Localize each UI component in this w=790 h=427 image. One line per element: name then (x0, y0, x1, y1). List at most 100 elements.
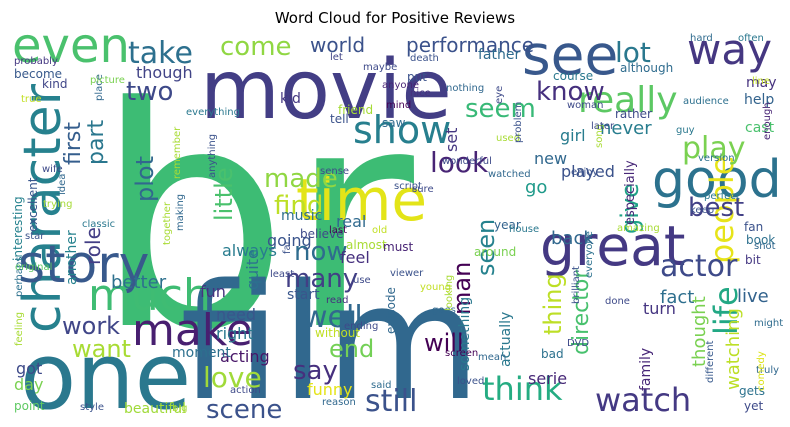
word-109: rather (615, 107, 652, 121)
word-22: people (703, 156, 741, 264)
word-164: feeling (14, 312, 25, 346)
word-52: director (569, 269, 594, 355)
word-168: classic (82, 219, 115, 230)
word-32: now (294, 237, 348, 267)
word-131: enough (762, 102, 773, 140)
word-5: character (13, 83, 73, 333)
word-57: back (551, 228, 594, 249)
word-94: another (64, 230, 80, 285)
word-85: something (457, 297, 473, 371)
word-132: line (752, 76, 770, 87)
word-187: watched (488, 169, 531, 180)
word-100: bit (745, 253, 761, 267)
word-125: anyone (382, 80, 419, 91)
word-20: still (365, 384, 417, 419)
word-41: little (210, 167, 238, 221)
word-75: going (267, 231, 312, 250)
word-101: especially (623, 160, 638, 225)
word-82: kid (280, 91, 301, 107)
word-80: played (561, 162, 615, 181)
word-186: wonderful (442, 156, 492, 167)
word-148: viewer (390, 268, 424, 279)
word-97: may (746, 75, 777, 91)
word-159: said (371, 380, 391, 391)
word-171: making (175, 194, 186, 231)
word-174: idea (57, 174, 68, 195)
word-139: shot (754, 241, 776, 252)
word-29: seem (465, 94, 536, 124)
word-192: eye (494, 86, 505, 104)
word-60: thought (689, 296, 710, 367)
word-193: later (591, 121, 615, 132)
word-61: funny (307, 380, 353, 399)
word-36: scene (206, 395, 282, 425)
word-191: enjoy (571, 167, 598, 178)
word-149: use (353, 275, 371, 286)
word-59: live (737, 286, 769, 307)
word-167: star (25, 231, 45, 242)
word-38: work (62, 312, 120, 340)
word-10: good (652, 150, 782, 210)
word-50: will (424, 329, 464, 357)
word-179: picture (90, 75, 125, 86)
word-4: time (296, 166, 427, 234)
word-14: show (353, 108, 451, 152)
word-108: put (407, 70, 427, 84)
word-114: episode (384, 287, 398, 334)
word-3: one (20, 323, 191, 427)
word-130: often (738, 33, 764, 44)
word-98: fan (744, 220, 763, 234)
word-40: two (126, 77, 173, 107)
word-35: end (329, 335, 374, 363)
word-65: acting (220, 347, 270, 366)
word-44: part (84, 120, 109, 165)
word-104: become (14, 67, 62, 81)
word-175: remember (172, 126, 183, 179)
word-123: let (330, 52, 343, 63)
word-121: probably (14, 56, 58, 67)
word-178: place (94, 74, 105, 101)
word-165: perhaps (14, 257, 25, 297)
word-37: want (72, 335, 131, 363)
word-54: performance (406, 33, 534, 57)
word-39: plot (131, 156, 159, 202)
word-56: never (600, 118, 652, 139)
word-188: used (496, 133, 520, 144)
word-126: nice (410, 88, 431, 99)
word-177: everything (186, 107, 240, 118)
word-173: wife (42, 164, 63, 175)
word-152: goes (432, 305, 456, 316)
word-53: world (310, 33, 365, 57)
word-19: watch (595, 381, 691, 419)
word-30: made (264, 164, 338, 194)
word-111: saw (382, 116, 406, 130)
word-135: guy (676, 125, 695, 136)
word-62: watching (723, 308, 744, 390)
word-18: think (482, 370, 563, 408)
word-49: many (285, 264, 358, 294)
word-103: interesting (11, 196, 25, 261)
word-180: true (21, 94, 42, 105)
word-66: better (111, 272, 167, 293)
word-70: right (216, 324, 254, 343)
word-81: girl (560, 126, 586, 145)
word-78: new (534, 149, 567, 168)
word-141: truly (756, 365, 779, 376)
word-136: version (698, 153, 735, 164)
word-190: song (594, 124, 605, 148)
word-184: old (372, 225, 387, 236)
word-185: sure (412, 184, 434, 195)
word-87: start (287, 287, 320, 303)
word-144: brilliant (571, 266, 582, 304)
word-0: br (95, 42, 417, 397)
word-15: really (578, 80, 678, 121)
word-7: see (522, 23, 618, 87)
word-150: least (270, 269, 294, 280)
word-76: music (281, 208, 322, 224)
word-8: story (18, 235, 149, 295)
word-105: kind (42, 77, 68, 91)
word-182: script (394, 181, 422, 192)
word-67: day (14, 375, 43, 394)
word-189: problem (513, 102, 524, 143)
